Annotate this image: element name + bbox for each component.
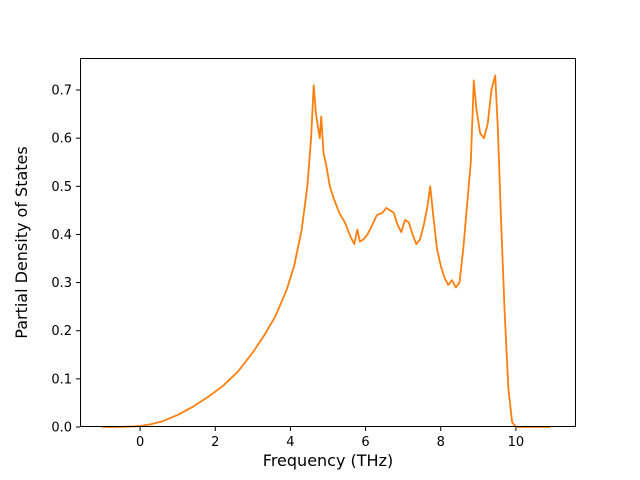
x-tick-label: 0	[136, 435, 144, 450]
y-tick-label: 0.3	[51, 276, 72, 291]
y-tick-label: 0.4	[51, 228, 72, 243]
pdos-line-series	[101, 74, 551, 428]
plot-area	[80, 58, 576, 427]
axis-ticks: 0 2 4 6 8 10 0.0 0.1 0.2 0.3 0.4 0.5 0.6 0.7	[51, 84, 524, 450]
x-tick-label: 10	[508, 435, 525, 450]
x-axis-label: Frequency (THz)	[263, 451, 393, 470]
y-tick-label: 0.5	[51, 180, 72, 195]
y-tick-label: 0.0	[51, 421, 72, 436]
y-tick-label: 0.2	[51, 324, 72, 339]
y-tick-label: 0.1	[51, 372, 72, 387]
x-tick-label: 2	[211, 435, 219, 450]
y-tick-label: 0.7	[51, 84, 72, 99]
x-tick-label: 8	[437, 435, 445, 450]
axes-spines	[80, 58, 576, 427]
x-tick-label: 4	[286, 435, 294, 450]
y-tick-label: 0.6	[51, 132, 72, 147]
x-tick-label: 6	[361, 435, 369, 450]
y-axis-label: Partial Density of States	[12, 146, 31, 338]
